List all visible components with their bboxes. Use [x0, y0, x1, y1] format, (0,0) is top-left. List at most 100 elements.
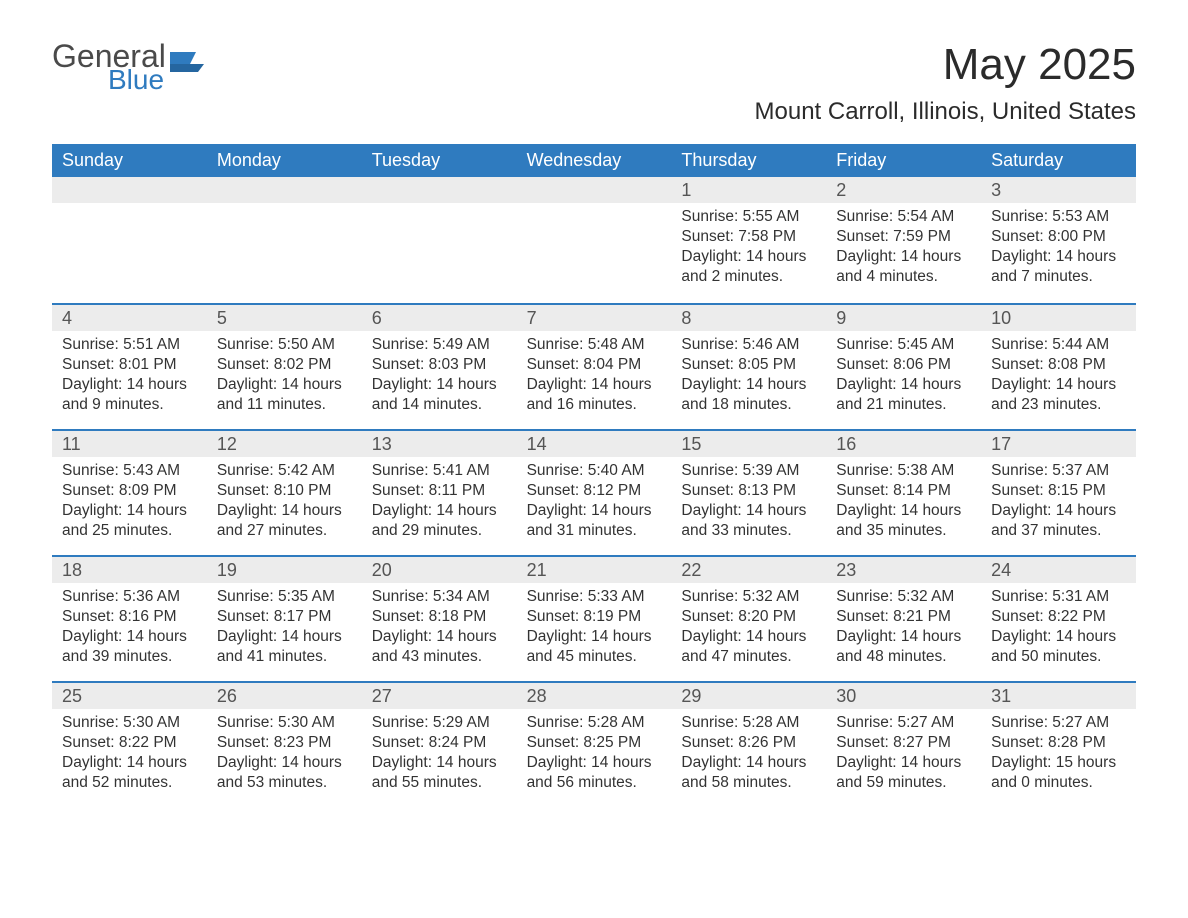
day-cell [517, 177, 672, 303]
sunrise-line: Sunrise: 5:43 AM [62, 461, 197, 481]
day-cell: 21Sunrise: 5:33 AMSunset: 8:19 PMDayligh… [517, 557, 672, 681]
sunrise-line: Sunrise: 5:46 AM [681, 335, 816, 355]
daylight-line-1: Daylight: 14 hours [836, 753, 971, 773]
daylight-line-1: Daylight: 14 hours [372, 501, 507, 521]
day-cell [207, 177, 362, 303]
sunset-line: Sunset: 8:15 PM [991, 481, 1126, 501]
day-number: 16 [826, 431, 981, 457]
day-cell: 6Sunrise: 5:49 AMSunset: 8:03 PMDaylight… [362, 305, 517, 429]
sunset-line: Sunset: 7:59 PM [836, 227, 971, 247]
sunset-line: Sunset: 8:04 PM [527, 355, 662, 375]
day-cell: 24Sunrise: 5:31 AMSunset: 8:22 PMDayligh… [981, 557, 1136, 681]
day-body: Sunrise: 5:27 AMSunset: 8:28 PMDaylight:… [981, 709, 1136, 794]
weekday-header: Monday [207, 144, 362, 177]
sunset-line: Sunset: 8:06 PM [836, 355, 971, 375]
day-body: Sunrise: 5:34 AMSunset: 8:18 PMDaylight:… [362, 583, 517, 668]
sunrise-line: Sunrise: 5:30 AM [62, 713, 197, 733]
sunset-line: Sunset: 8:16 PM [62, 607, 197, 627]
day-number: 31 [981, 683, 1136, 709]
sunrise-line: Sunrise: 5:34 AM [372, 587, 507, 607]
calendar: Sunday Monday Tuesday Wednesday Thursday… [52, 144, 1136, 807]
empty-day-bar [362, 177, 517, 203]
sunset-line: Sunset: 8:24 PM [372, 733, 507, 753]
weekday-header: Sunday [52, 144, 207, 177]
day-body: Sunrise: 5:40 AMSunset: 8:12 PMDaylight:… [517, 457, 672, 542]
day-body: Sunrise: 5:51 AMSunset: 8:01 PMDaylight:… [52, 331, 207, 416]
sunset-line: Sunset: 8:12 PM [527, 481, 662, 501]
day-cell: 4Sunrise: 5:51 AMSunset: 8:01 PMDaylight… [52, 305, 207, 429]
day-number: 5 [207, 305, 362, 331]
empty-day-bar [207, 177, 362, 203]
day-number: 4 [52, 305, 207, 331]
brand-logo: General Blue [52, 40, 204, 94]
daylight-line-2: and 11 minutes. [217, 395, 352, 415]
sunset-line: Sunset: 8:05 PM [681, 355, 816, 375]
day-body: Sunrise: 5:44 AMSunset: 8:08 PMDaylight:… [981, 331, 1136, 416]
day-cell: 25Sunrise: 5:30 AMSunset: 8:22 PMDayligh… [52, 683, 207, 807]
daylight-line-1: Daylight: 14 hours [991, 501, 1126, 521]
daylight-line-1: Daylight: 14 hours [991, 627, 1126, 647]
day-number: 2 [826, 177, 981, 203]
daylight-line-2: and 29 minutes. [372, 521, 507, 541]
daylight-line-1: Daylight: 14 hours [217, 753, 352, 773]
sunrise-line: Sunrise: 5:31 AM [991, 587, 1126, 607]
daylight-line-1: Daylight: 14 hours [681, 501, 816, 521]
day-number: 20 [362, 557, 517, 583]
day-cell: 18Sunrise: 5:36 AMSunset: 8:16 PMDayligh… [52, 557, 207, 681]
day-number: 15 [671, 431, 826, 457]
daylight-line-1: Daylight: 14 hours [527, 627, 662, 647]
day-body: Sunrise: 5:43 AMSunset: 8:09 PMDaylight:… [52, 457, 207, 542]
daylight-line-2: and 50 minutes. [991, 647, 1126, 667]
week-row: 18Sunrise: 5:36 AMSunset: 8:16 PMDayligh… [52, 555, 1136, 681]
sunset-line: Sunset: 8:23 PM [217, 733, 352, 753]
day-cell: 28Sunrise: 5:28 AMSunset: 8:25 PMDayligh… [517, 683, 672, 807]
day-cell: 30Sunrise: 5:27 AMSunset: 8:27 PMDayligh… [826, 683, 981, 807]
weekday-header: Saturday [981, 144, 1136, 177]
title-block: May 2025 Mount Carroll, Illinois, United… [755, 40, 1137, 126]
day-body: Sunrise: 5:31 AMSunset: 8:22 PMDaylight:… [981, 583, 1136, 668]
day-body: Sunrise: 5:32 AMSunset: 8:20 PMDaylight:… [671, 583, 826, 668]
daylight-line-2: and 18 minutes. [681, 395, 816, 415]
daylight-line-2: and 43 minutes. [372, 647, 507, 667]
daylight-line-2: and 53 minutes. [217, 773, 352, 793]
day-cell: 20Sunrise: 5:34 AMSunset: 8:18 PMDayligh… [362, 557, 517, 681]
day-cell: 3Sunrise: 5:53 AMSunset: 8:00 PMDaylight… [981, 177, 1136, 303]
daylight-line-2: and 35 minutes. [836, 521, 971, 541]
day-number: 17 [981, 431, 1136, 457]
daylight-line-2: and 21 minutes. [836, 395, 971, 415]
sunset-line: Sunset: 8:18 PM [372, 607, 507, 627]
week-row: 25Sunrise: 5:30 AMSunset: 8:22 PMDayligh… [52, 681, 1136, 807]
day-number: 11 [52, 431, 207, 457]
day-body: Sunrise: 5:32 AMSunset: 8:21 PMDaylight:… [826, 583, 981, 668]
day-body: Sunrise: 5:28 AMSunset: 8:26 PMDaylight:… [671, 709, 826, 794]
daylight-line-1: Daylight: 14 hours [62, 627, 197, 647]
day-number: 1 [671, 177, 826, 203]
day-body: Sunrise: 5:53 AMSunset: 8:00 PMDaylight:… [981, 203, 1136, 288]
sunset-line: Sunset: 8:13 PM [681, 481, 816, 501]
day-cell: 16Sunrise: 5:38 AMSunset: 8:14 PMDayligh… [826, 431, 981, 555]
sunset-line: Sunset: 8:28 PM [991, 733, 1126, 753]
daylight-line-1: Daylight: 14 hours [681, 627, 816, 647]
daylight-line-2: and 27 minutes. [217, 521, 352, 541]
daylight-line-2: and 41 minutes. [217, 647, 352, 667]
sunset-line: Sunset: 8:17 PM [217, 607, 352, 627]
sunset-line: Sunset: 8:11 PM [372, 481, 507, 501]
sunrise-line: Sunrise: 5:27 AM [991, 713, 1126, 733]
daylight-line-2: and 59 minutes. [836, 773, 971, 793]
day-number: 8 [671, 305, 826, 331]
day-number: 13 [362, 431, 517, 457]
daylight-line-1: Daylight: 14 hours [62, 501, 197, 521]
weekday-header: Wednesday [517, 144, 672, 177]
day-body: Sunrise: 5:29 AMSunset: 8:24 PMDaylight:… [362, 709, 517, 794]
weekday-header: Tuesday [362, 144, 517, 177]
daylight-line-1: Daylight: 14 hours [217, 501, 352, 521]
day-cell: 11Sunrise: 5:43 AMSunset: 8:09 PMDayligh… [52, 431, 207, 555]
day-number: 14 [517, 431, 672, 457]
sunset-line: Sunset: 8:26 PM [681, 733, 816, 753]
daylight-line-1: Daylight: 14 hours [372, 375, 507, 395]
sunrise-line: Sunrise: 5:42 AM [217, 461, 352, 481]
daylight-line-1: Daylight: 14 hours [681, 375, 816, 395]
sunset-line: Sunset: 8:10 PM [217, 481, 352, 501]
day-cell: 27Sunrise: 5:29 AMSunset: 8:24 PMDayligh… [362, 683, 517, 807]
sunrise-line: Sunrise: 5:44 AM [991, 335, 1126, 355]
